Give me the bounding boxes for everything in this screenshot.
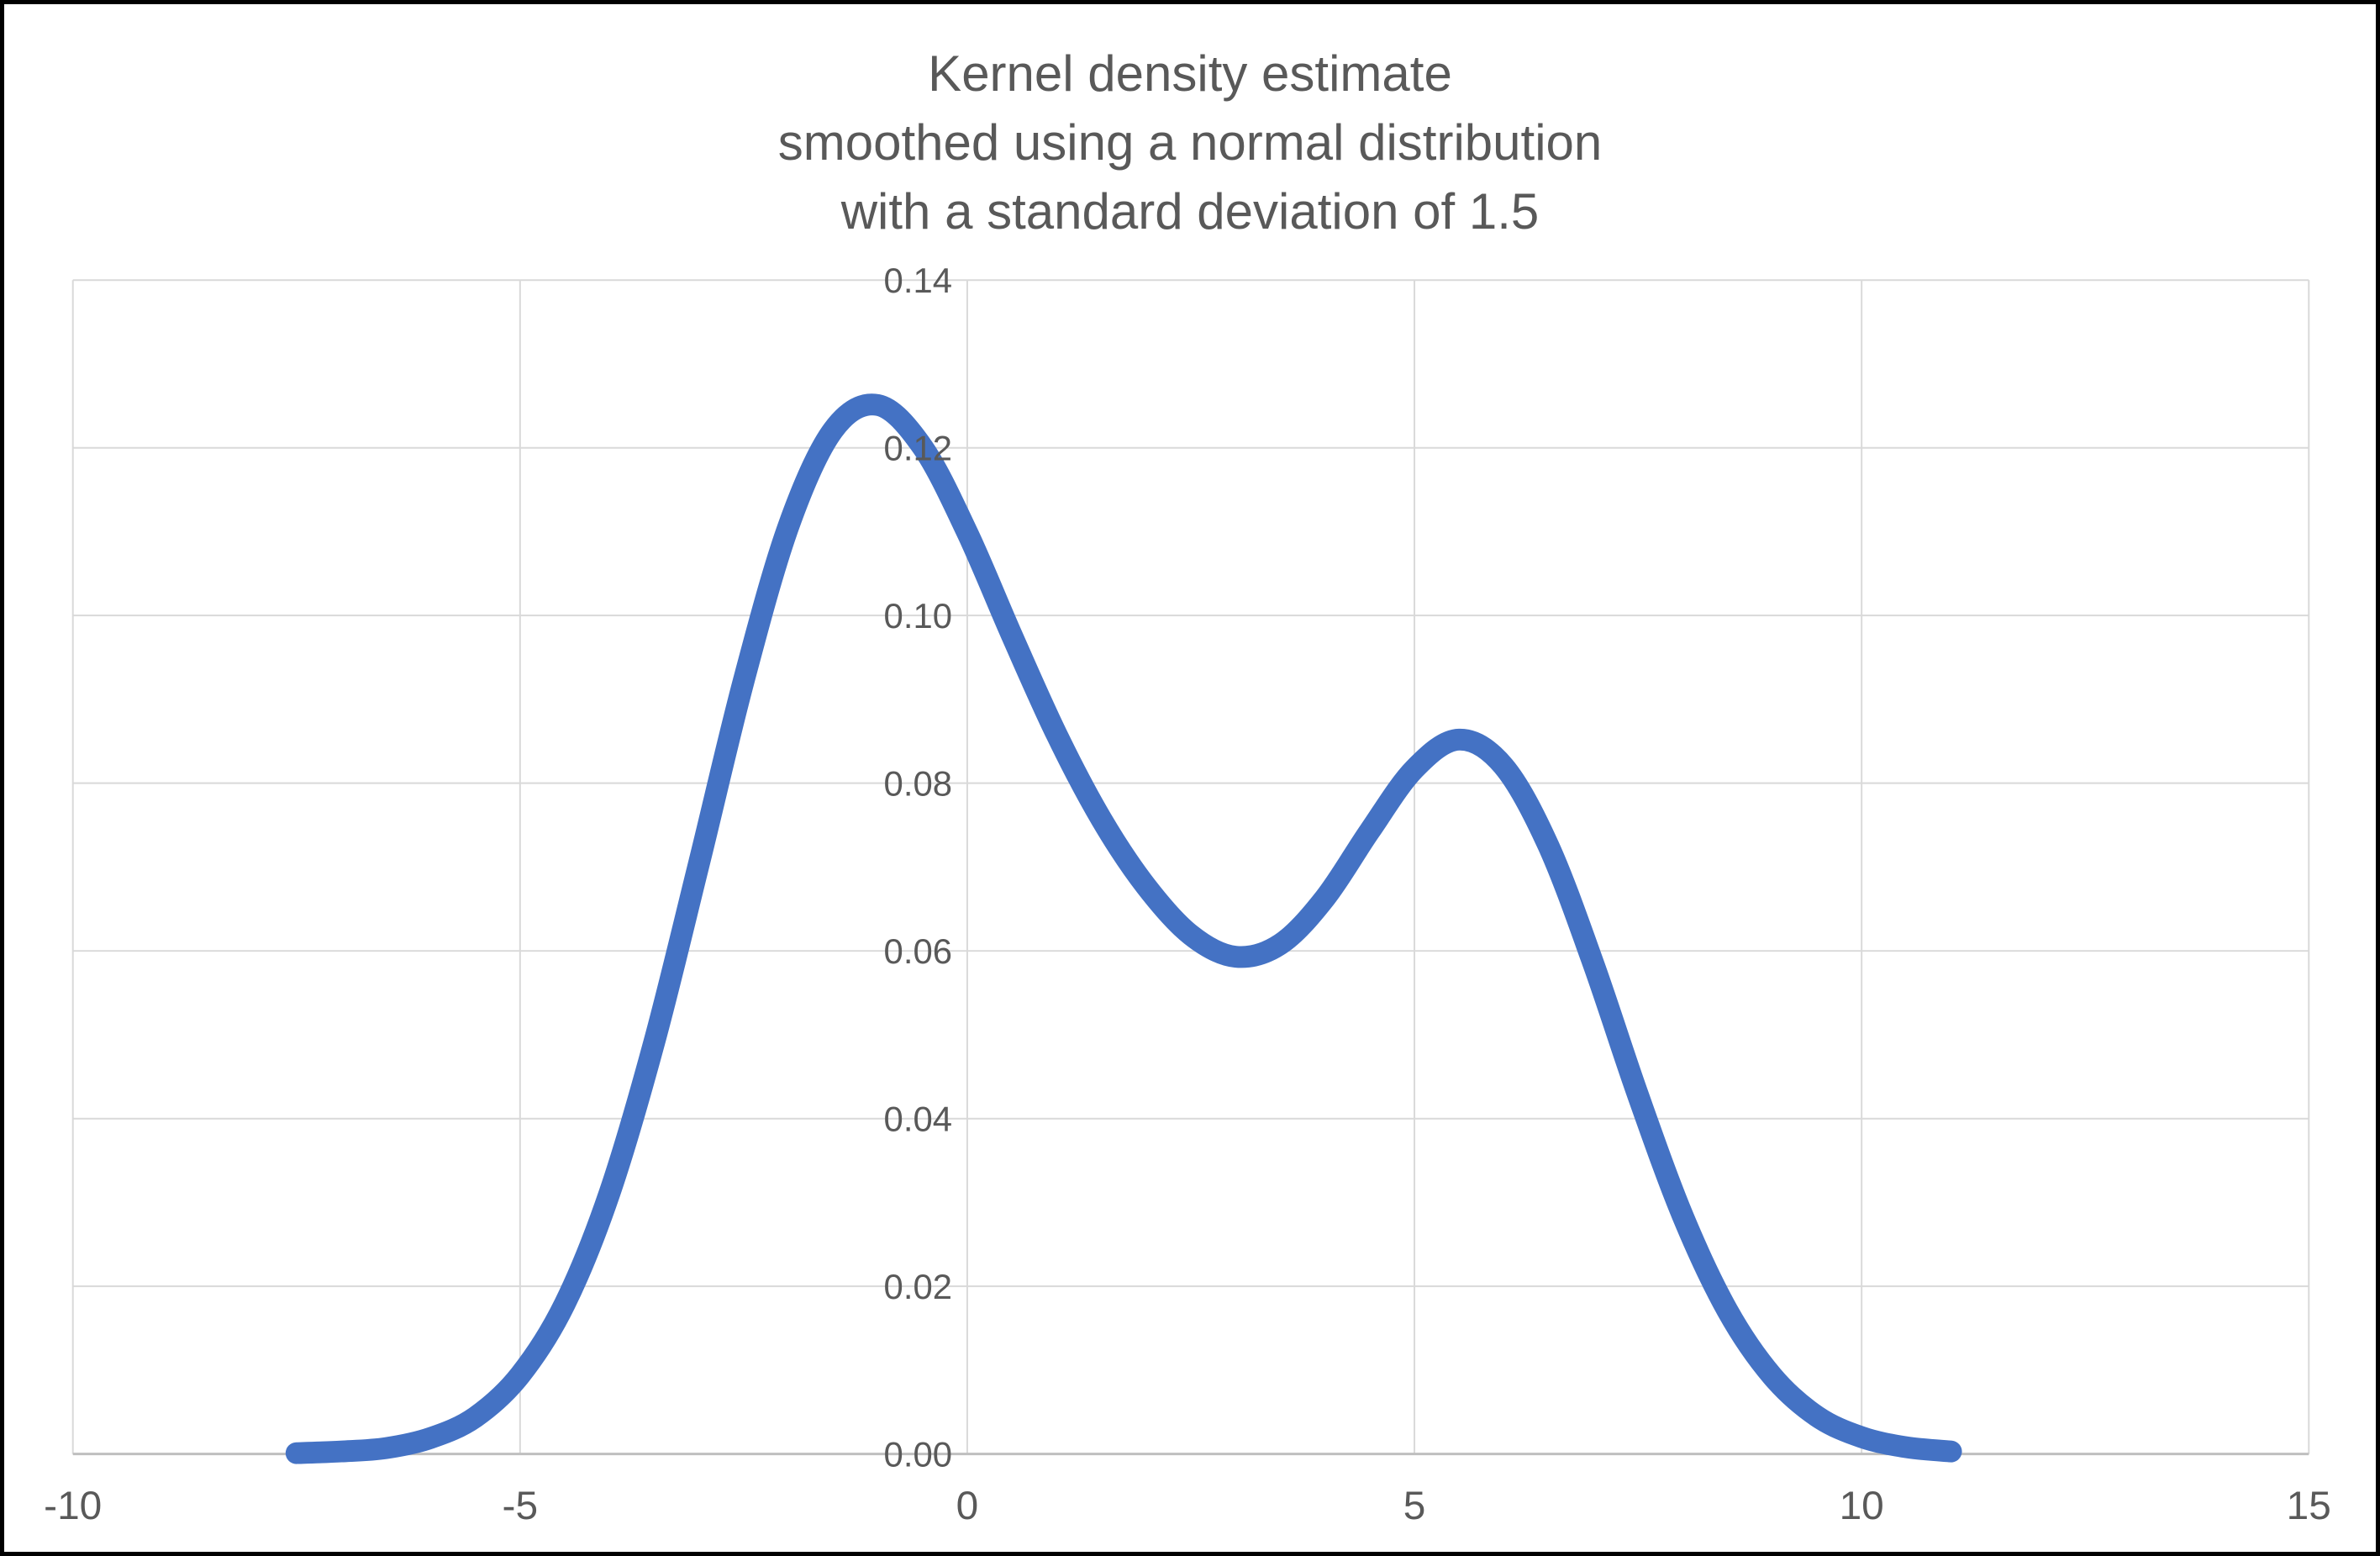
chart-title-line-2: smoothed using a normal distribution xyxy=(777,114,1603,171)
y-tick-label: 0.10 xyxy=(884,596,952,636)
density-curve xyxy=(285,393,1962,1464)
chart-title-line-1: Kernel density estimate xyxy=(928,45,1452,102)
y-tick-label: 0.08 xyxy=(884,764,952,804)
x-tick-label: 0 xyxy=(956,1484,979,1528)
y-tick-label: 0.02 xyxy=(884,1267,952,1306)
y-tick-label: 0.04 xyxy=(884,1100,952,1139)
kde-chart-plot: 0.00 0.02 0.04 0.06 0.08 0.10 0.12 0.14 -10 -5 0 5 1… xyxy=(44,261,2331,1528)
x-tick-label: 15 xyxy=(2287,1484,2331,1528)
x-tick-label: -5 xyxy=(503,1484,539,1528)
chart-title-line-3: with a standard deviation of 1.5 xyxy=(840,183,1540,240)
y-tick-label: 0.06 xyxy=(884,931,952,971)
x-tick-label: 5 xyxy=(1403,1484,1426,1528)
y-tick-label: 0.14 xyxy=(884,261,952,300)
chart-title: Kernel density estimate smoothed using a… xyxy=(4,40,2376,246)
x-tick-label: -10 xyxy=(44,1484,102,1528)
y-tick-label: 0.12 xyxy=(884,429,952,468)
y-tick-label: 0.00 xyxy=(884,1435,952,1474)
x-tick-label: 10 xyxy=(1840,1484,1884,1528)
